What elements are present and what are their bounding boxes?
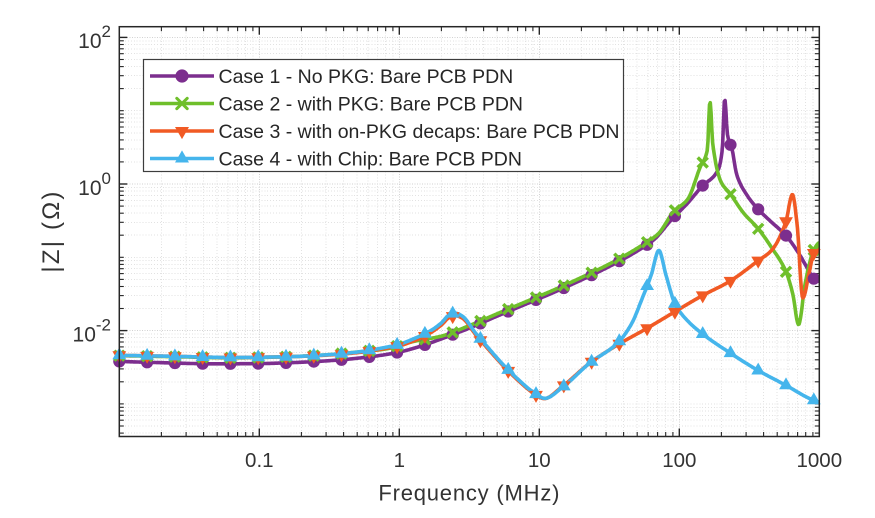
svg-text:1000: 1000 [796, 449, 842, 472]
svg-text:1: 1 [394, 449, 405, 472]
svg-text:|Z| (Ω): |Z| (Ω) [38, 189, 65, 272]
svg-text:10: 10 [528, 449, 551, 472]
svg-text:Case 1 - No PKG: Bare PCB PDN: Case 1 - No PKG: Bare PCB PDN [219, 66, 514, 88]
svg-text:Case 2 - with PKG: Bare PCB PD: Case 2 - with PKG: Bare PCB PDN [219, 94, 524, 116]
svg-text:Case 3 - with on-PKG decaps: B: Case 3 - with on-PKG decaps: Bare PCB PD… [219, 121, 620, 143]
svg-text:Frequency (MHz): Frequency (MHz) [378, 481, 560, 506]
svg-text:100: 100 [662, 449, 696, 472]
svg-text:0.1: 0.1 [245, 449, 274, 472]
svg-text:Case 4 - with Chip: Bare PCB P: Case 4 - with Chip: Bare PCB PDN [219, 149, 522, 171]
